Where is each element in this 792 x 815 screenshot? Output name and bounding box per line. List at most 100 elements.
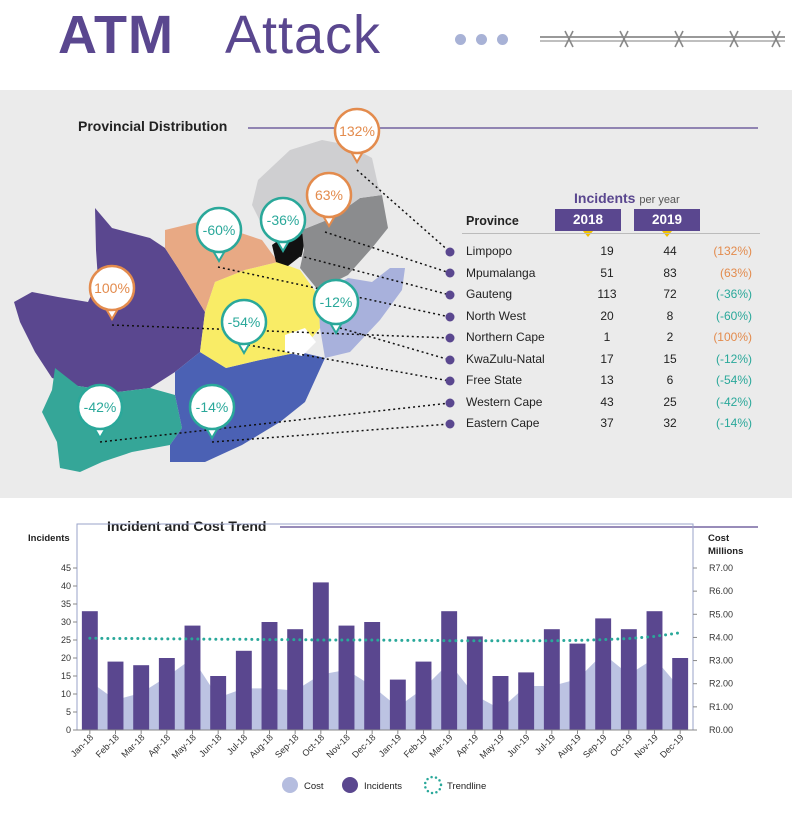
- legend-trendline-swatch: [423, 775, 443, 795]
- y-tick-label: 40: [61, 581, 71, 591]
- change-cell: (-54%): [715, 373, 752, 387]
- x-tick-label: Dec-19: [658, 732, 686, 760]
- map-panel: Provincial Distribution: [0, 90, 792, 498]
- y-tick-label: 20: [61, 653, 71, 663]
- dot-icon: [476, 34, 487, 45]
- incident-bar: [672, 658, 689, 730]
- value-2019-cell: 83: [663, 265, 677, 280]
- x-tick-label: Aug-19: [555, 732, 583, 760]
- value-2018-cell: 19: [600, 244, 614, 258]
- incident-bar: [158, 658, 175, 730]
- province-cell: KwaZulu-Natal: [466, 351, 545, 366]
- change-cell: (132%): [713, 244, 752, 258]
- table-heading-main: Incidents: [574, 190, 636, 206]
- change-bubble: 63%: [305, 171, 353, 228]
- barbed-wire-icon: [540, 30, 785, 48]
- x-tick-label: Jan-18: [69, 732, 96, 759]
- trendline: [88, 631, 682, 643]
- incident-bar: [389, 679, 406, 730]
- value-2018-cell: 37: [600, 416, 614, 430]
- value-2019-cell: 2: [666, 330, 674, 344]
- page-title-light: Attack: [225, 5, 382, 65]
- change-bubble: -14%: [188, 383, 236, 440]
- incident-bar: [210, 676, 227, 730]
- value-2019-cell: 72: [663, 287, 677, 301]
- dot-icon: [455, 34, 466, 45]
- x-tick-label: Feb-18: [94, 732, 121, 759]
- value-2019-cell: 15: [663, 351, 677, 366]
- incident-bar: [646, 611, 663, 730]
- y-tick-label: 10: [61, 689, 71, 699]
- incident-bar: [312, 582, 329, 730]
- x-tick-label: Mar-18: [119, 732, 146, 759]
- value-2018-cell: 1: [603, 330, 611, 344]
- column-header-2018: 2018: [555, 209, 621, 231]
- change-bubble-label: -12%: [320, 294, 353, 310]
- x-tick-label: Mar-19: [427, 732, 454, 759]
- incident-bar: [569, 643, 586, 730]
- region-north-west: [165, 222, 278, 312]
- table-row: KwaZulu-Natal 17 15 (-12%): [462, 350, 760, 370]
- table-row: Mpumalanga 51 83 (63%): [462, 264, 760, 284]
- change-cell: (-12%): [715, 351, 752, 366]
- x-tick-label: Dec-18: [350, 732, 378, 760]
- x-tick-label: Oct-18: [300, 732, 326, 758]
- value-2018-cell: 43: [600, 394, 614, 409]
- cost-area: [89, 653, 681, 730]
- value-2019-cell: 44: [663, 244, 677, 258]
- region-lesotho: [285, 328, 316, 356]
- change-bubble-label: -14%: [196, 399, 229, 415]
- change-cell: (-60%): [715, 308, 752, 323]
- legend-incidents-label: Incidents: [364, 781, 402, 792]
- table-row: North West 20 8 (-60%): [462, 307, 760, 327]
- x-tick-label: Nov-19: [632, 732, 660, 760]
- y2-tick-label: R0.00: [709, 725, 733, 735]
- change-bubble-label: -36%: [267, 212, 300, 228]
- change-cell: (63%): [719, 265, 752, 280]
- value-2019-cell: 32: [663, 416, 677, 430]
- value-2019-cell: 8: [666, 308, 674, 323]
- province-cell: Mpumalanga: [466, 265, 536, 280]
- table-heading-sub: per year: [639, 194, 680, 206]
- dot-icon: [497, 34, 508, 45]
- incident-bar: [364, 622, 381, 730]
- pointer-icon: [583, 231, 593, 237]
- y-tick-label: 30: [61, 617, 71, 627]
- table-row: Free State 13 6 (-54%): [462, 371, 760, 391]
- x-tick-label: Sep-19: [581, 732, 609, 760]
- province-cell: Eastern Cape: [466, 416, 540, 430]
- region-mpumalanga: [300, 195, 388, 290]
- table-row: Eastern Cape 37 32 (-14%): [462, 414, 760, 434]
- column-header-province: Province: [466, 214, 519, 228]
- x-tick-label: May-18: [170, 732, 198, 760]
- x-tick-label: Oct-19: [608, 732, 634, 758]
- table-row: Gauteng 113 72 (-36%): [462, 285, 760, 305]
- x-tick-label: May-19: [478, 732, 506, 760]
- province-cell: Western Cape: [466, 394, 543, 409]
- legend-cost-label: Cost: [304, 781, 324, 792]
- y2-tick-label: R5.00: [709, 609, 733, 619]
- region-eastern-cape: [170, 352, 325, 462]
- y2-tick-label: R1.00: [709, 702, 733, 712]
- trend-chart: Incident and Cost Trend Incidents Cost Mill…: [28, 518, 758, 795]
- y2-axis-label-unit: Millions: [708, 546, 743, 557]
- x-tick-label: Jul-19: [533, 732, 557, 756]
- province-cell: Limpopo: [466, 244, 513, 258]
- change-bubble: -60%: [195, 206, 243, 263]
- y2-axis-label: Cost: [708, 533, 730, 544]
- incident-bar: [107, 661, 124, 730]
- incident-bar: [235, 650, 252, 730]
- table-row: Western Cape 43 25 (-42%): [462, 393, 760, 413]
- incident-bar: [287, 629, 304, 730]
- y-tick-label: 5: [66, 707, 71, 717]
- y2-tick-label: R6.00: [709, 586, 733, 596]
- change-bubble: -36%: [259, 196, 307, 253]
- y-tick-label: 0: [66, 725, 71, 735]
- y-axis-label: Incidents: [28, 533, 70, 544]
- x-tick-label: Jul-18: [225, 732, 249, 756]
- x-tick-label: Apr-18: [146, 732, 172, 758]
- x-tick-label: Jun-18: [197, 732, 224, 759]
- header: ATM Attack: [0, 0, 792, 90]
- province-cell: North West: [466, 308, 526, 323]
- change-bubble-label: 132%: [339, 123, 375, 139]
